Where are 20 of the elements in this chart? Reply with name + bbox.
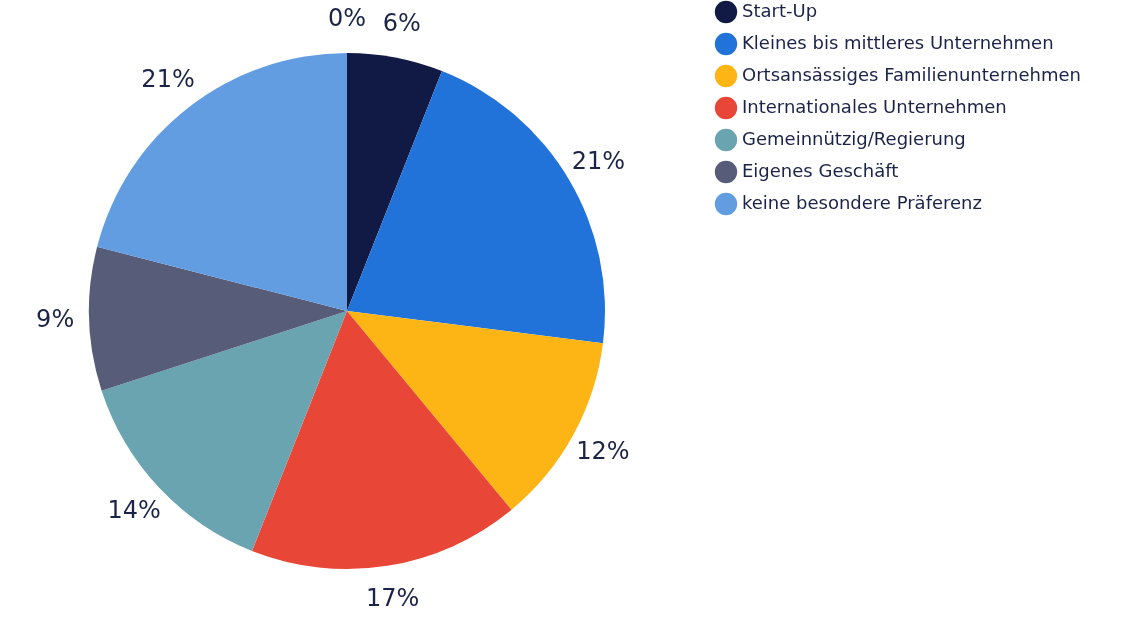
pie-slice [347, 53, 442, 311]
legend-label: keine besondere Präferenz [742, 192, 982, 213]
pie-slice [89, 246, 347, 391]
data-label: 21% [141, 65, 195, 94]
legend-label: Ortsansässiges Familienunternehmen [742, 64, 1081, 85]
legend-label: Kleines bis mittleres Unternehmen [742, 32, 1054, 53]
data-label: 12% [576, 436, 630, 465]
legend-label: Start-Up [742, 0, 818, 21]
legend-label: Eigenes Geschäft [742, 160, 899, 181]
data-label: 17% [366, 584, 420, 613]
data-label: 21% [571, 147, 626, 176]
pie-slice [101, 311, 347, 551]
pie-slice [97, 53, 347, 311]
pie-slice [252, 311, 512, 569]
text: 0% [327, 4, 367, 32]
legend-label: Internationales Unternehmen [742, 96, 1007, 117]
data-label: 14% [107, 495, 161, 524]
legend-label: Gemeinnützig/Regierung [742, 128, 966, 149]
data-label: 6% [382, 9, 421, 38]
data-label: 9% [36, 305, 75, 334]
